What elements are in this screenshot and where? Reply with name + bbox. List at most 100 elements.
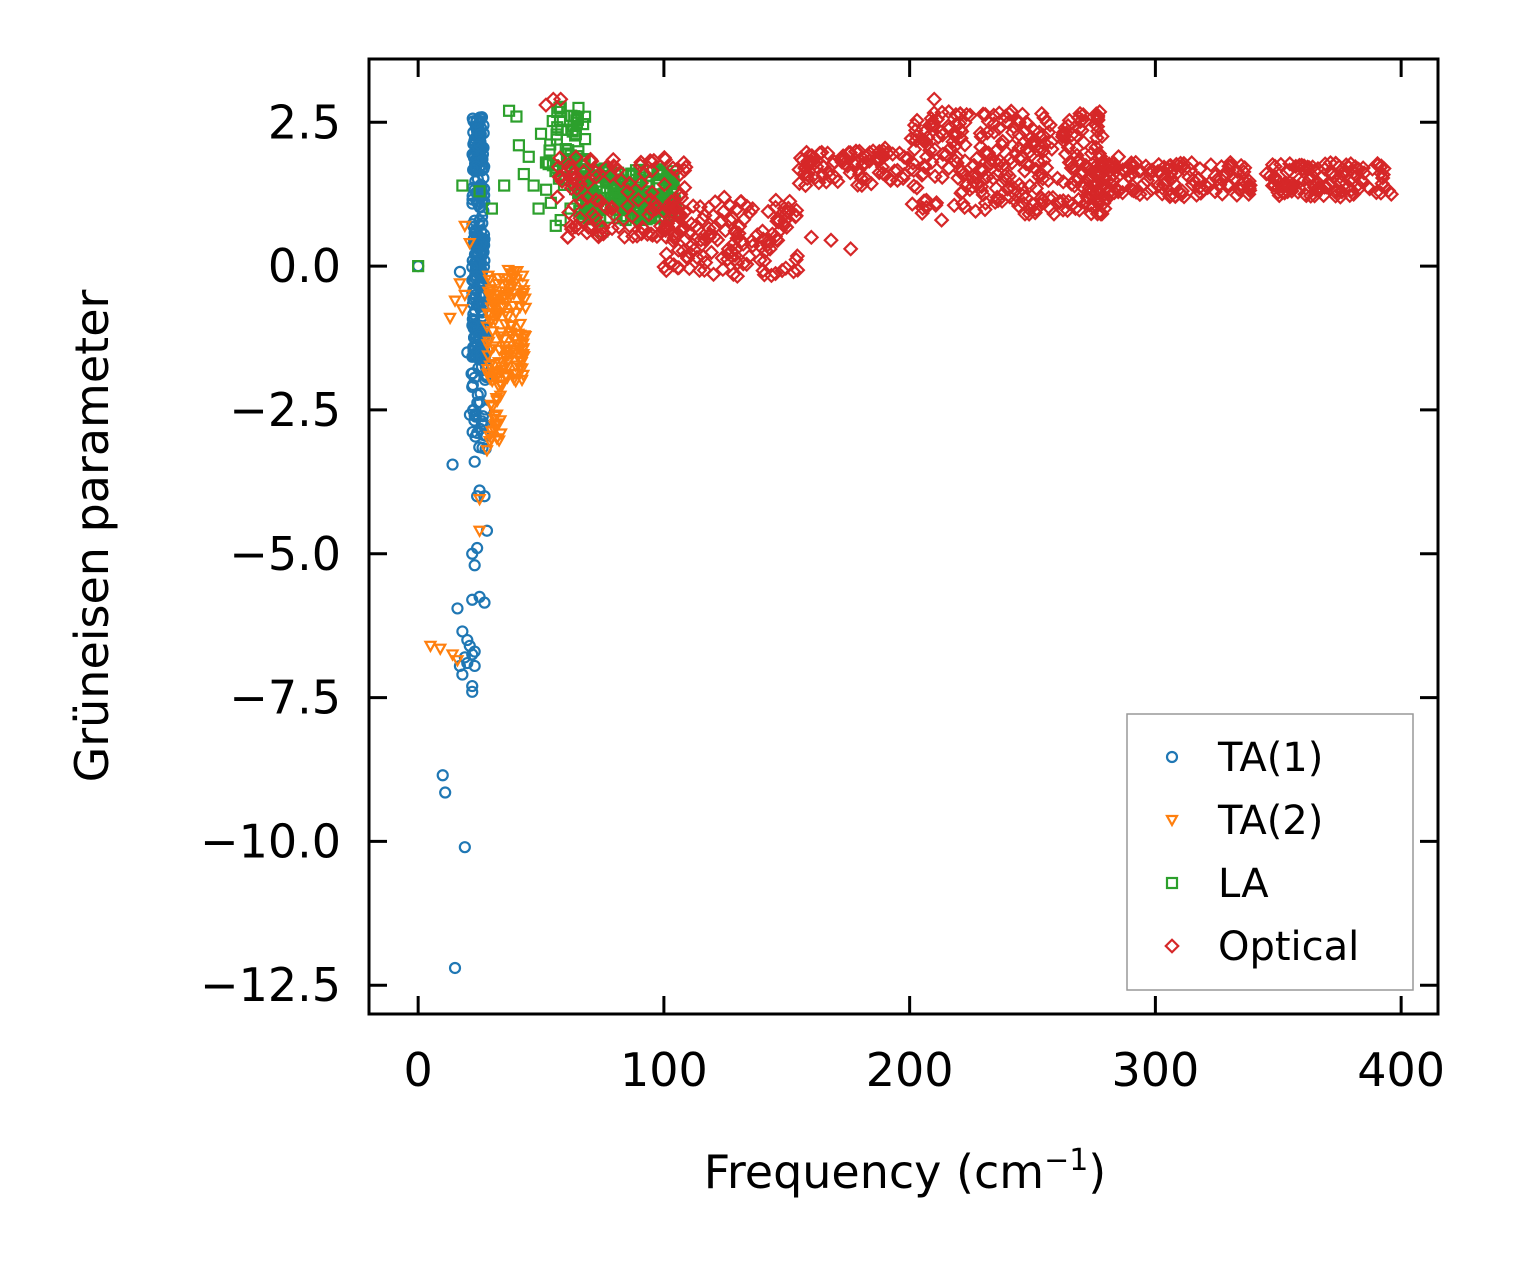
data-point xyxy=(412,260,425,273)
legend-marker xyxy=(1165,876,1179,890)
data-point xyxy=(552,150,568,166)
data-point xyxy=(1115,162,1131,178)
data-point xyxy=(439,786,452,799)
data-point xyxy=(917,159,934,176)
data-point xyxy=(1334,183,1350,200)
data-point xyxy=(715,261,731,278)
data-point xyxy=(724,210,741,227)
data-point xyxy=(905,162,922,179)
data-point xyxy=(1361,180,1378,197)
data-point xyxy=(846,156,862,172)
data-point xyxy=(1089,205,1106,222)
y-tick-label: −2.5 xyxy=(229,383,341,437)
data-point xyxy=(461,633,474,647)
data-point xyxy=(621,175,638,192)
data-point xyxy=(927,168,943,185)
data-point xyxy=(815,159,832,175)
data-point xyxy=(1013,180,1030,197)
data-point xyxy=(1110,148,1127,165)
data-point xyxy=(994,133,1011,150)
data-point xyxy=(792,150,809,166)
y-tick-label: −7.5 xyxy=(229,671,341,725)
data-point xyxy=(467,163,480,176)
data-point xyxy=(458,841,471,854)
data-point xyxy=(927,197,944,213)
legend-frame xyxy=(1126,713,1414,991)
data-point xyxy=(1308,182,1325,199)
data-point xyxy=(1035,127,1051,144)
data-point xyxy=(572,176,588,192)
data-point xyxy=(1299,159,1316,176)
data-point xyxy=(1066,178,1083,194)
data-point xyxy=(1022,178,1038,194)
data-point xyxy=(522,150,535,163)
data-point xyxy=(492,344,507,358)
data-point xyxy=(641,206,657,223)
data-point xyxy=(988,142,1005,159)
data-point xyxy=(471,541,484,555)
data-point xyxy=(458,651,471,664)
data-point xyxy=(705,207,722,224)
data-point xyxy=(546,114,559,128)
data-point xyxy=(1135,176,1152,192)
data-point xyxy=(494,327,508,340)
data-point xyxy=(952,106,968,123)
data-point xyxy=(656,259,672,275)
data-point xyxy=(977,201,993,218)
data-point xyxy=(1099,180,1115,196)
data-point xyxy=(513,352,528,366)
data-point xyxy=(491,369,506,382)
data-point xyxy=(818,173,835,190)
data-point xyxy=(767,265,784,282)
data-point xyxy=(1161,158,1178,174)
data-point xyxy=(1353,172,1369,189)
x-tick-label: 100 xyxy=(620,1043,708,1097)
data-point xyxy=(679,248,695,265)
data-point xyxy=(636,165,653,182)
data-point xyxy=(488,411,502,424)
data-point xyxy=(448,961,462,975)
data-point xyxy=(672,186,689,202)
data-point xyxy=(987,194,1003,211)
data-point xyxy=(450,655,465,668)
data-point xyxy=(1340,179,1357,195)
data-point xyxy=(620,184,636,200)
data-point xyxy=(979,147,995,163)
data-point xyxy=(466,380,479,394)
legend: TA(1) TA(2) LA Optical xyxy=(1126,713,1414,991)
data-point xyxy=(608,188,621,202)
data-point xyxy=(744,237,761,254)
data-point xyxy=(1078,159,1095,176)
data-point xyxy=(471,140,484,153)
data-point xyxy=(1089,184,1105,201)
data-point xyxy=(1088,117,1104,133)
data-point xyxy=(471,172,484,186)
data-point xyxy=(803,229,820,246)
legend-marker xyxy=(1164,938,1180,954)
data-point xyxy=(696,262,713,279)
data-point xyxy=(491,380,506,394)
data-point xyxy=(863,175,880,192)
data-point xyxy=(989,189,1005,206)
data-point xyxy=(490,433,504,446)
data-point xyxy=(729,230,745,247)
data-point xyxy=(578,110,592,123)
data-point xyxy=(490,395,504,409)
data-point xyxy=(1014,106,1031,123)
data-point xyxy=(554,213,567,227)
data-point xyxy=(670,242,687,258)
data-point xyxy=(570,220,587,237)
data-point xyxy=(534,127,548,140)
data-point xyxy=(605,151,622,168)
data-point xyxy=(729,268,746,285)
data-point xyxy=(616,229,633,245)
data-point xyxy=(470,116,483,129)
data-point xyxy=(516,285,531,298)
data-point xyxy=(1240,186,1257,203)
data-point xyxy=(473,185,486,198)
x-tick-label: 300 xyxy=(1111,1043,1199,1097)
data-point xyxy=(975,187,992,203)
data-point xyxy=(473,138,486,151)
data-point xyxy=(988,180,1004,197)
